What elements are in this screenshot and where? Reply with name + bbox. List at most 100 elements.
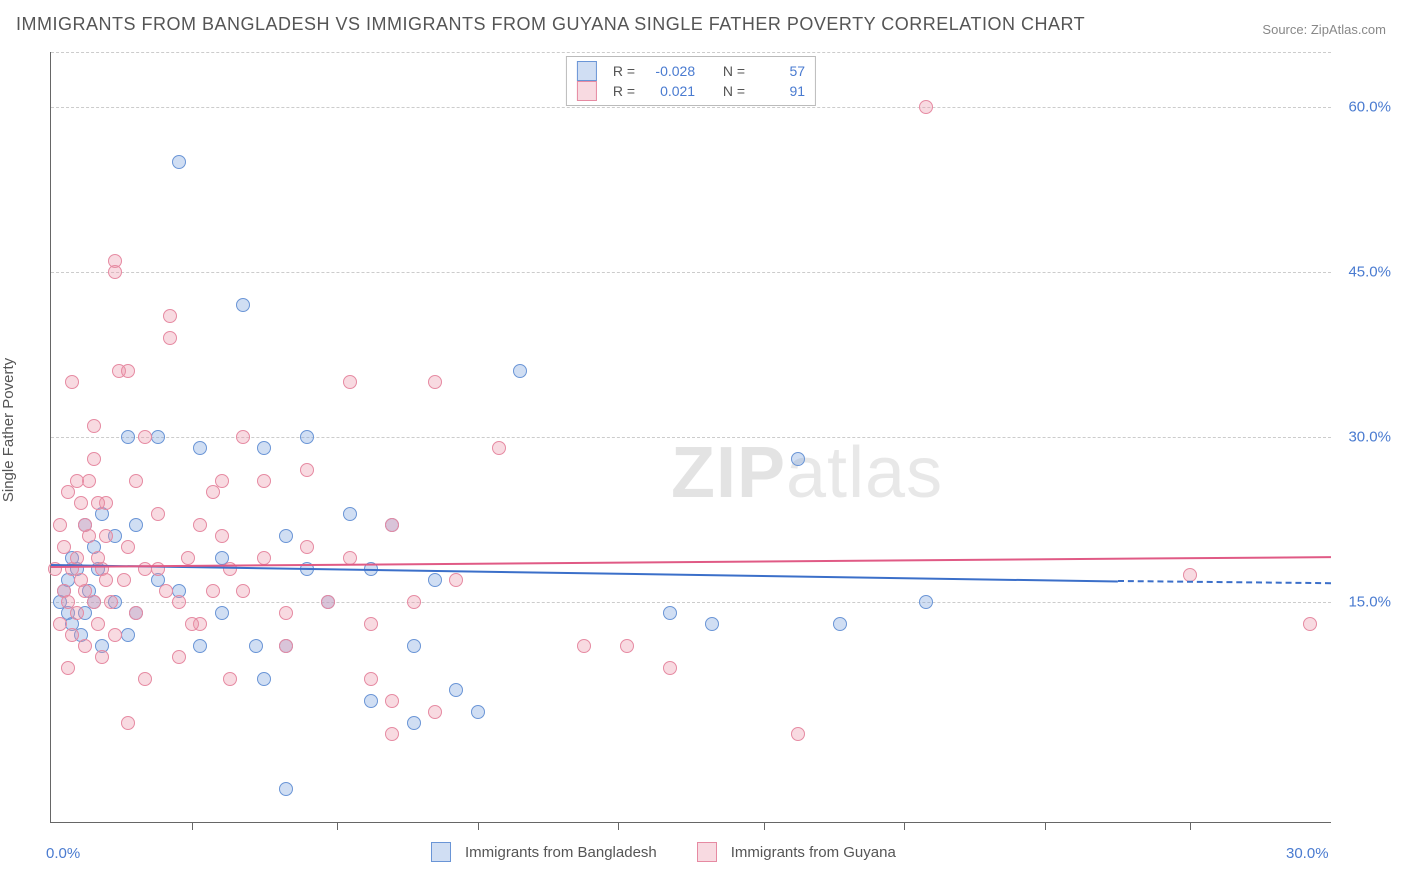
x-tick <box>1190 822 1191 830</box>
swatch-series-1 <box>577 61 597 81</box>
data-point <box>70 606 84 620</box>
grid-line <box>51 52 1331 53</box>
legend-item-1: Immigrants from Bangladesh <box>431 842 657 862</box>
data-point <box>1183 568 1197 582</box>
data-point <box>215 529 229 543</box>
x-tick <box>764 822 765 830</box>
data-point <box>257 441 271 455</box>
trend-line <box>51 556 1331 568</box>
data-point <box>57 540 71 554</box>
source-prefix: Source: <box>1262 22 1307 37</box>
data-point <box>833 617 847 631</box>
data-point <box>364 694 378 708</box>
data-point <box>87 452 101 466</box>
r-value-1: -0.028 <box>645 63 695 79</box>
x-tick-label: 30.0% <box>1286 845 1329 862</box>
data-point <box>428 375 442 389</box>
x-tick-label: 0.0% <box>46 845 80 862</box>
data-point <box>279 529 293 543</box>
y-tick-label: 30.0% <box>1348 429 1391 446</box>
data-point <box>449 573 463 587</box>
watermark-bold: ZIP <box>671 433 786 513</box>
y-tick-label: 60.0% <box>1348 99 1391 116</box>
data-point <box>91 617 105 631</box>
x-tick <box>1045 822 1046 830</box>
data-point <box>129 606 143 620</box>
data-point <box>193 639 207 653</box>
data-point <box>108 628 122 642</box>
data-point <box>99 529 113 543</box>
x-tick <box>337 822 338 830</box>
data-point <box>91 496 105 510</box>
data-point <box>236 584 250 598</box>
bottom-legend: Immigrants from Bangladesh Immigrants fr… <box>431 842 896 862</box>
data-point <box>279 639 293 653</box>
data-point <box>428 573 442 587</box>
data-point <box>121 364 135 378</box>
data-point <box>121 540 135 554</box>
data-point <box>151 562 165 576</box>
data-point <box>300 430 314 444</box>
data-point <box>121 628 135 642</box>
data-point <box>300 540 314 554</box>
data-point <box>78 518 92 532</box>
data-point <box>70 474 84 488</box>
data-point <box>279 782 293 796</box>
data-point <box>236 298 250 312</box>
x-tick <box>478 822 479 830</box>
source-name: ZipAtlas.com <box>1311 22 1386 37</box>
data-point <box>87 419 101 433</box>
data-point <box>257 672 271 686</box>
data-point <box>471 705 485 719</box>
data-point <box>407 716 421 730</box>
data-point <box>919 100 933 114</box>
data-point <box>385 727 399 741</box>
data-point <box>138 562 152 576</box>
data-point <box>104 595 118 609</box>
trend-line <box>1118 580 1331 584</box>
data-point <box>257 474 271 488</box>
data-point <box>129 518 143 532</box>
data-point <box>492 441 506 455</box>
data-point <box>257 551 271 565</box>
data-point <box>343 375 357 389</box>
data-point <box>223 672 237 686</box>
data-point <box>449 683 463 697</box>
data-point <box>61 661 75 675</box>
data-point <box>108 265 122 279</box>
data-point <box>181 551 195 565</box>
data-point <box>53 617 67 631</box>
data-point <box>99 573 113 587</box>
stats-row-2: R = 0.021 N = 91 <box>577 81 805 101</box>
data-point <box>163 331 177 345</box>
x-tick <box>618 822 619 830</box>
data-point <box>70 551 84 565</box>
data-point <box>53 518 67 532</box>
data-point <box>385 518 399 532</box>
data-point <box>279 606 293 620</box>
y-tick-label: 45.0% <box>1348 264 1391 281</box>
data-point <box>193 441 207 455</box>
data-point <box>791 452 805 466</box>
chart-title: IMMIGRANTS FROM BANGLADESH VS IMMIGRANTS… <box>16 14 1085 35</box>
data-point <box>791 727 805 741</box>
data-point <box>78 639 92 653</box>
data-point <box>117 573 131 587</box>
data-point <box>121 430 135 444</box>
data-point <box>513 364 527 378</box>
data-point <box>385 694 399 708</box>
legend-label-2: Immigrants from Guyana <box>731 844 896 861</box>
data-point <box>172 155 186 169</box>
stats-box: R = -0.028 N = 57 R = 0.021 N = 91 <box>566 56 816 106</box>
data-point <box>172 595 186 609</box>
watermark-thin: atlas <box>786 433 943 513</box>
legend-swatch-2 <box>697 842 717 862</box>
grid-line <box>51 602 1331 603</box>
data-point <box>620 639 634 653</box>
n-label: N = <box>723 83 745 99</box>
n-value-2: 91 <box>755 83 805 99</box>
data-point <box>663 661 677 675</box>
data-point <box>236 430 250 444</box>
data-point <box>163 309 177 323</box>
data-point <box>87 595 101 609</box>
